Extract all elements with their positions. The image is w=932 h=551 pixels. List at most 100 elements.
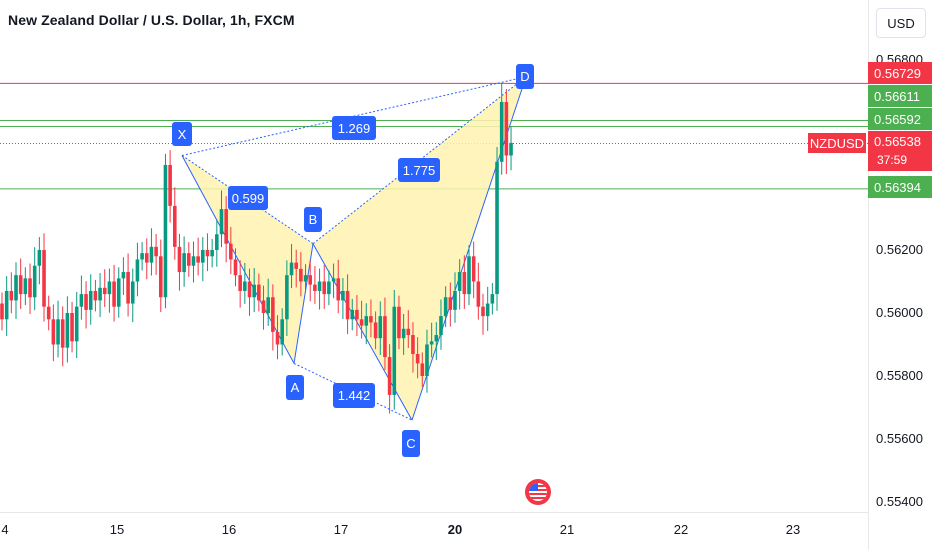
candle-body [4,290,9,320]
candle-body [350,309,355,320]
candle-body [345,290,350,320]
candle-body [355,309,359,320]
symbol-title[interactable]: New Zealand Dollar / U.S. Dollar, 1h, FX… [8,12,295,28]
candle-body [32,265,37,298]
time-tick: 4 [1,522,9,537]
symbol-price-label: NZDUSD [808,133,866,153]
ratio-label-xd[interactable]: 1.269 [332,116,376,140]
candle-body [322,281,327,295]
candle-body [257,284,261,301]
candle-body [79,294,84,307]
candle-body [467,256,471,295]
pattern-point-b[interactable]: B [304,207,322,232]
ratio-label-bd[interactable]: 1.775 [398,158,440,182]
price-tick: 0.55800 [876,368,923,383]
candle-body [373,322,378,339]
candle-body [285,275,289,320]
candle-body [177,246,182,273]
pattern-point-c[interactable]: C [402,430,420,457]
price-tag-green: 0.56611 [868,85,932,107]
time-tick: 15 [109,522,125,537]
candle-body [140,253,144,260]
candle-body [313,284,317,291]
candle-body [70,313,74,342]
candle-body [135,259,140,282]
candle-body [378,316,383,339]
candle-body [439,316,443,336]
candle-body [383,316,387,358]
candle-body [23,278,28,295]
candle-body [471,256,476,282]
pattern-point-d[interactable]: D [516,64,534,89]
ratio-label-ac[interactable]: 1.442 [333,383,375,408]
candle-body [130,281,135,304]
candle-body [247,281,252,298]
candle-body [303,275,308,282]
currency-button[interactable]: USD [876,8,926,38]
time-tick: 16 [221,522,237,537]
candle-body [443,297,448,317]
candle-body [387,357,392,395]
candle-body [182,253,186,273]
candle-body [51,319,56,345]
candle-body [28,278,32,298]
candle-body [98,287,102,301]
candle-body [499,101,504,162]
bar-countdown: 37:59 [877,153,908,167]
price-tag-red: 0.56729 [868,62,932,84]
price-tick: 0.55400 [876,494,923,509]
us-flag-event-icon[interactable] [525,479,551,505]
pattern-leg-line [181,155,295,364]
candle-body [359,319,364,326]
candle-body [205,250,210,257]
candle-body [158,256,163,298]
candle-body [266,297,270,313]
ratio-label-xb[interactable]: 0.599 [228,186,268,210]
candle-body [18,275,23,295]
candle-body [261,300,266,313]
candles-group [0,83,513,414]
candle-body [74,306,79,342]
candle-body [457,272,462,291]
candle-body [317,281,322,291]
candle-body [429,341,434,345]
candle-body [126,272,130,304]
candle-body [121,272,126,279]
candle-body [341,290,345,301]
candle-body [485,303,490,317]
price-chart[interactable] [0,0,868,512]
candle-body [476,281,481,307]
candle-body [495,161,499,295]
price-tick: 0.56000 [876,305,923,320]
candle-body [215,234,219,250]
time-tick: 17 [333,522,349,537]
candle-body [42,250,46,307]
price-tick: 0.55600 [876,431,923,446]
candle-body [196,256,200,263]
candle-body [308,275,313,285]
time-axis[interactable] [0,512,868,551]
candle-body [462,272,467,295]
current-price-tag: 0.56538 37:59 [868,131,932,171]
candle-body [163,164,168,298]
candle-body [187,253,191,266]
candle-body [369,316,373,323]
candle-body [191,256,196,266]
candle-body [401,328,406,339]
candle-body [397,306,401,339]
candle-body [243,281,247,291]
candle-body [299,268,303,282]
pattern-point-a[interactable]: A [286,375,304,400]
candle-body [154,246,158,257]
candle-body [219,209,224,235]
candle-body [448,297,453,310]
candle-body [229,243,233,260]
candle-body [411,335,415,354]
candle-body [490,294,495,304]
candle-body [65,313,70,348]
pattern-point-x[interactable]: X [172,122,192,146]
candle-body [271,297,275,332]
candle-body [9,290,14,301]
candle-body [210,250,214,257]
candle-body [60,319,65,348]
